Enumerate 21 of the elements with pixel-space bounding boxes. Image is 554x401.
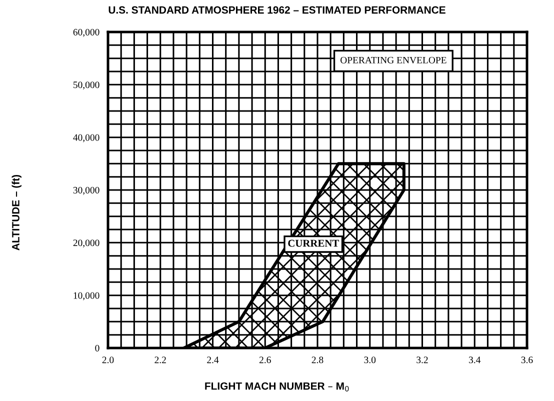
y-axis-title: ALTITUDE – (ft) <box>12 174 22 250</box>
y-tick-label: 40,000 <box>73 134 100 142</box>
x-tick-label: 2.8 <box>312 356 324 364</box>
annotation: OPERATING ENVELOPE <box>340 56 446 64</box>
y-tick-label: 30,000 <box>73 186 100 195</box>
y-tick-label: 50,000 <box>73 82 100 90</box>
y-tick-label: 10,000 <box>74 292 100 300</box>
chart-title: U.S. STANDARD ATMOSPHERE 1962 – ESTIMATED PERFORMANCE <box>108 6 446 14</box>
x-axis-title: FLIGHT MACH NUMBER – M$_{0}$ <box>205 382 349 392</box>
x-tick-label: 2.4 <box>207 356 219 364</box>
series-label: CURRENT <box>288 240 339 247</box>
x-tick-label: 3.4 <box>469 356 481 364</box>
x-tick-label: 2.0 <box>102 356 114 364</box>
x-tick-label: 3.2 <box>416 356 428 364</box>
x-tick-label: 2.6 <box>259 356 271 364</box>
x-tick-label: 3.0 <box>364 356 376 364</box>
y-tick-label: 0 <box>95 344 100 352</box>
x-tick-label: 2.2 <box>154 356 166 364</box>
y-tick-label: 60,000 <box>73 28 100 37</box>
y-tick-label: 20,000 <box>73 240 100 248</box>
x-tick-label: 3.6 <box>521 356 533 364</box>
